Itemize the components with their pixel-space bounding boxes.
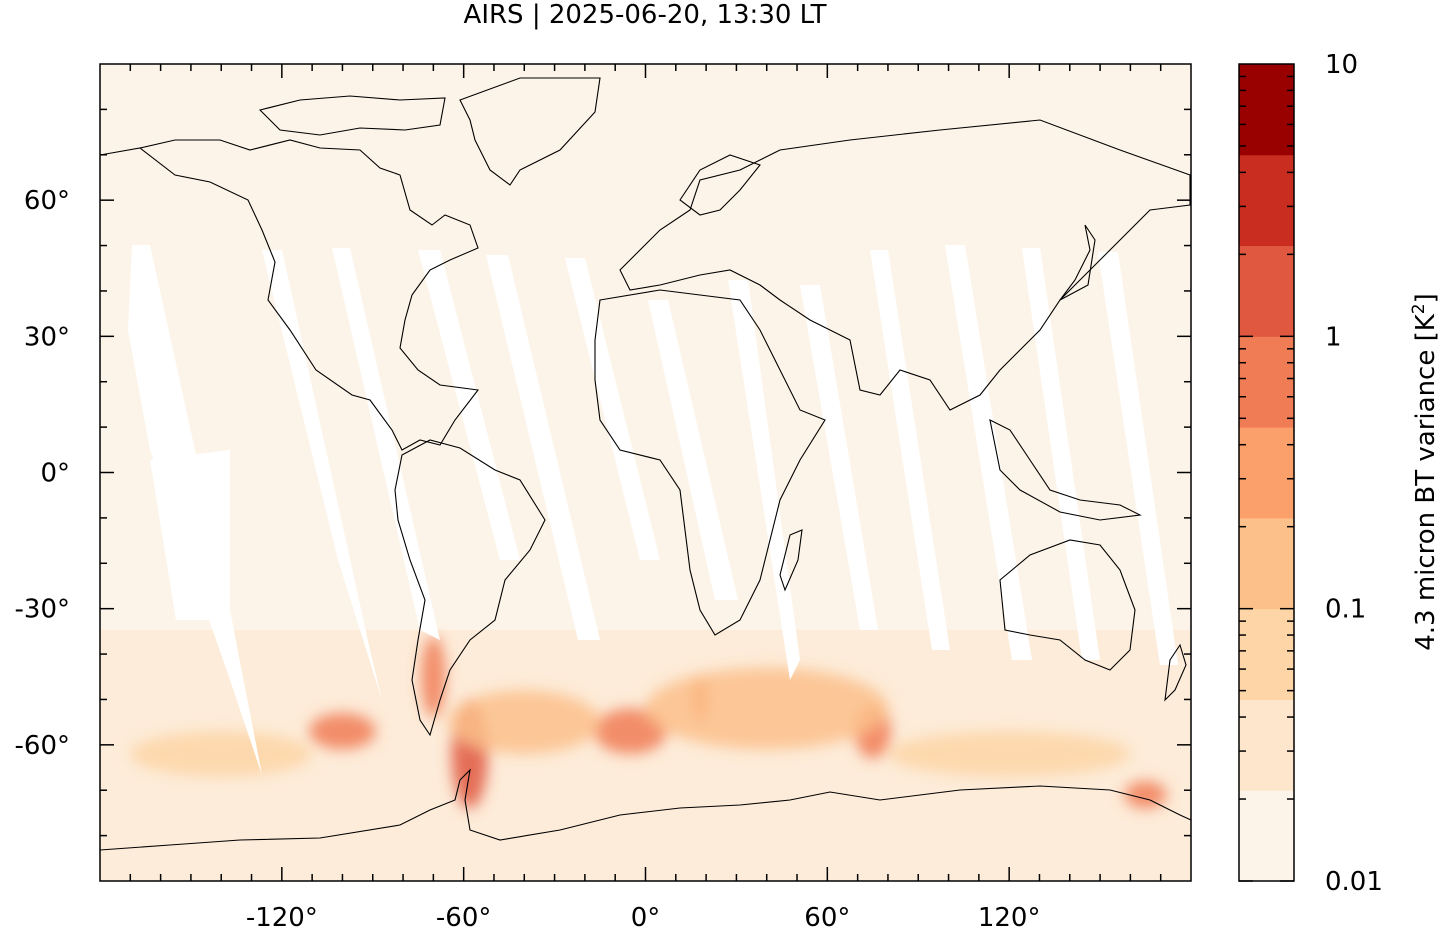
variance-region: [593, 708, 667, 754]
colorbar-label: 4.3 micron BT variance [K2]: [1409, 293, 1441, 651]
orbit-gap: [648, 300, 738, 600]
colorbar-tick-label: 1: [1325, 322, 1342, 352]
colorbar-tick-label: 10: [1325, 50, 1358, 80]
colorbar-label-prefix: 4.3 micron BT variance [K: [1411, 313, 1441, 651]
colorbar-segment: [1239, 790, 1294, 882]
coastline-japan: [1059, 224, 1096, 301]
lon-tick-label: 0°: [631, 903, 661, 930]
coastline-eurasia: [619, 119, 1191, 411]
variance-region: [645, 667, 888, 750]
colorbar-ticks: [1239, 75, 1294, 882]
coastline-antarctica: [100, 768, 1191, 851]
orbit-gap: [945, 245, 1032, 660]
lon-tick-label: 120°: [978, 903, 1041, 930]
coastline-greenland: [459, 77, 601, 186]
lat-tick-label: 60°: [24, 186, 70, 216]
lat-tick-label: -60°: [15, 731, 70, 761]
colorbar-label-suffix: ]: [1411, 293, 1441, 303]
variance-region: [130, 731, 313, 777]
colorbar-segment: [1239, 336, 1294, 428]
orbit-gap: [262, 250, 382, 700]
orbit-gaps: [128, 245, 1178, 775]
colorbar-segment: [1239, 245, 1294, 337]
colorbar-segment: [1239, 427, 1294, 519]
lon-tick-label: -60°: [436, 903, 491, 930]
coastline-south-america: [394, 439, 546, 737]
coastline-arctic-islands: [258, 95, 446, 136]
colorbar-label-sup: 2: [1409, 303, 1429, 314]
variance-region: [421, 635, 446, 718]
orbit-gap: [1022, 248, 1100, 660]
orbit-gap: [150, 450, 230, 620]
variance-region: [448, 690, 601, 754]
map-title: AIRS | 2025-06-20, 13:30 LT: [463, 0, 827, 30]
orbit-gap: [800, 285, 878, 630]
colorbar-frame: [1238, 63, 1295, 882]
variance-region: [1124, 781, 1167, 809]
coastline-madagascar: [779, 529, 803, 592]
orbit-gap: [565, 258, 660, 560]
orbit-gap: [332, 248, 440, 640]
lon-tick-label: 60°: [804, 903, 850, 930]
coastline-africa: [594, 289, 826, 636]
coastlines: [100, 77, 1191, 851]
colorbar-tick-label: 0.1: [1325, 595, 1366, 625]
colorbar-segment: [1239, 608, 1294, 700]
colorbar-segment: [1239, 699, 1294, 791]
coastline-new-zealand: [1164, 643, 1187, 702]
map-ticks: [100, 64, 1191, 881]
lat-tick-label: -30°: [15, 595, 70, 625]
lat-tick-label: 30°: [24, 322, 70, 352]
lon-tick-label: -120°: [246, 903, 318, 930]
lat-tick-label: 0°: [40, 459, 70, 489]
orbit-gap: [870, 250, 950, 650]
orbit-gap: [486, 255, 600, 640]
colorbar-segment: [1239, 64, 1294, 156]
colorbar-tick-label: 0.01: [1325, 867, 1383, 897]
colorbar: [1238, 63, 1295, 882]
colorbar-labels: 10 1 0.1 0.01: [1325, 50, 1383, 897]
orbit-gap: [1098, 252, 1178, 665]
latitude-labels: 60° 30° 0° -30° -60°: [15, 186, 70, 761]
variance-region: [309, 713, 376, 750]
coastline-australia: [999, 539, 1136, 671]
coastline-north-america: [100, 139, 480, 451]
longitude-labels: -120° -60° 0° 60° 120°: [246, 903, 1041, 930]
orbit-gap: [418, 250, 520, 560]
coastline-southeast-asia: [989, 419, 1142, 521]
variance-region: [887, 731, 1131, 777]
coastline-scandinavia: [679, 154, 761, 216]
variance-layer: [130, 635, 1167, 809]
colorbar-segment: [1239, 154, 1294, 247]
colorbar-segment: [1239, 517, 1294, 610]
